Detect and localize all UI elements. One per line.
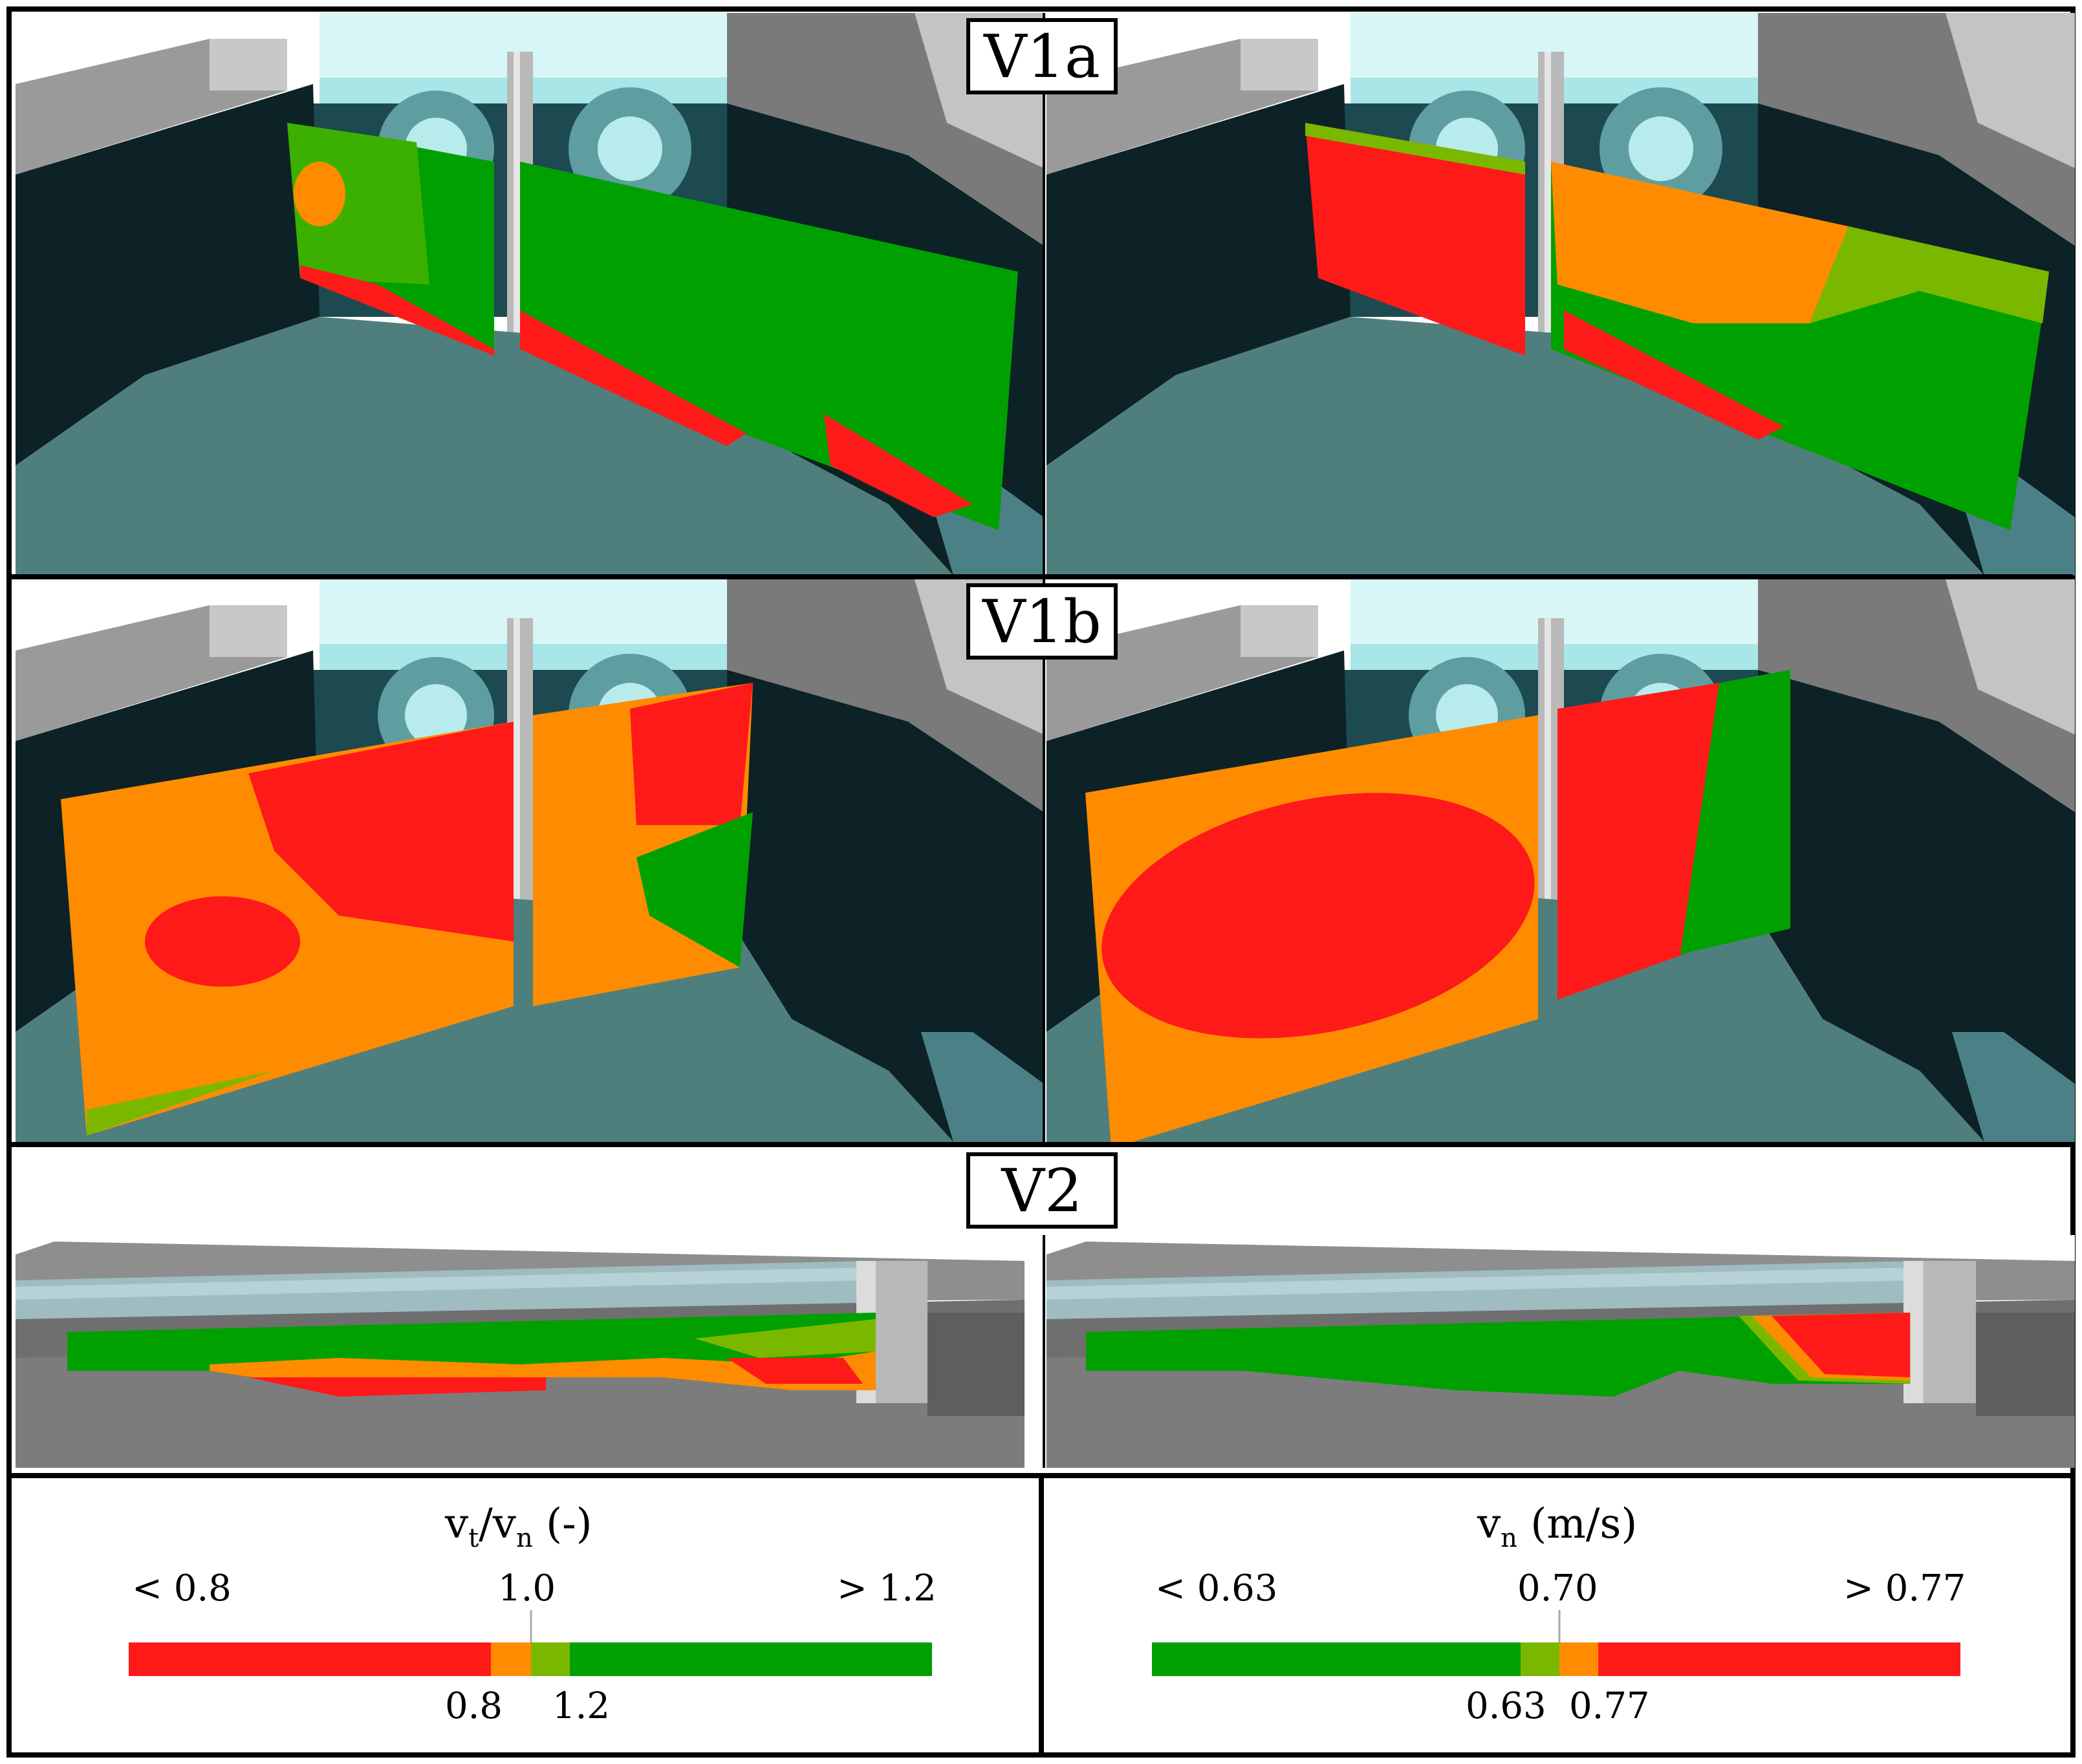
- legend-left-title-sub1: t: [468, 1523, 479, 1553]
- legend-right-top-mid: 0.70: [1517, 1567, 1598, 1609]
- legend-left-title-sub2: n: [515, 1523, 533, 1553]
- legend-bar-right-seg-4: [1598, 1642, 1960, 1676]
- legend-bar-left-seg-3: [531, 1642, 570, 1676]
- panel-v1a-right: [1046, 13, 2075, 575]
- legend-right-top-left: < 0.63: [1155, 1567, 1278, 1609]
- panel-v1a-left: [16, 13, 1044, 575]
- legend-bar-left-seg-4: [570, 1642, 932, 1676]
- legend-bar-left-seg-1: [129, 1642, 491, 1676]
- legend-bar-right-seg-1: [1152, 1642, 1521, 1676]
- legend-left-top-left: < 0.8: [132, 1567, 232, 1609]
- legend-right-bottom-left: 0.63: [1466, 1685, 1546, 1727]
- legend-left-title-sep: /v: [479, 1500, 516, 1548]
- legend-bar-right-seg-3: [1559, 1642, 1598, 1676]
- panel-label-v2: V2: [966, 1152, 1118, 1229]
- legend-left-top-mid: 1.0: [498, 1567, 556, 1609]
- legend-left-top-right: > 1.2: [837, 1567, 937, 1609]
- legend-left-title-unit: (-): [532, 1500, 592, 1548]
- legend-left-title: vt/vn (-): [445, 1500, 592, 1553]
- legend-left-bottom-left: 0.8: [445, 1685, 503, 1727]
- panel-v1b-left: [16, 579, 1044, 1142]
- legend-right-title-sub1: n: [1501, 1523, 1517, 1553]
- panel-label-v1b: V1b: [966, 583, 1118, 660]
- legend-right-title: vn (m/s): [1477, 1500, 1637, 1553]
- legend-bar-left: [129, 1610, 932, 1676]
- legend-bar-right: [1152, 1610, 1960, 1676]
- panel-label-v1a: V1a: [966, 18, 1118, 94]
- legend-bar-left-seg-2: [491, 1642, 531, 1676]
- legend-bar-right-seg-2: [1521, 1642, 1559, 1676]
- panel-v2-left: [16, 1235, 1025, 1468]
- legend-right-title-main: v: [1477, 1500, 1501, 1548]
- legend-left-title-main: v: [445, 1500, 469, 1548]
- legend-left-bottom-right: 1.2: [552, 1685, 611, 1727]
- legend-right-title-unit: (m/s): [1517, 1500, 1638, 1548]
- panel-v2-right: [1046, 1235, 2075, 1468]
- panel-v1b-right: [1046, 579, 2075, 1142]
- legend-right-bottom-right: 0.77: [1569, 1685, 1650, 1727]
- legend-right-top-right: > 0.77: [1843, 1567, 1966, 1609]
